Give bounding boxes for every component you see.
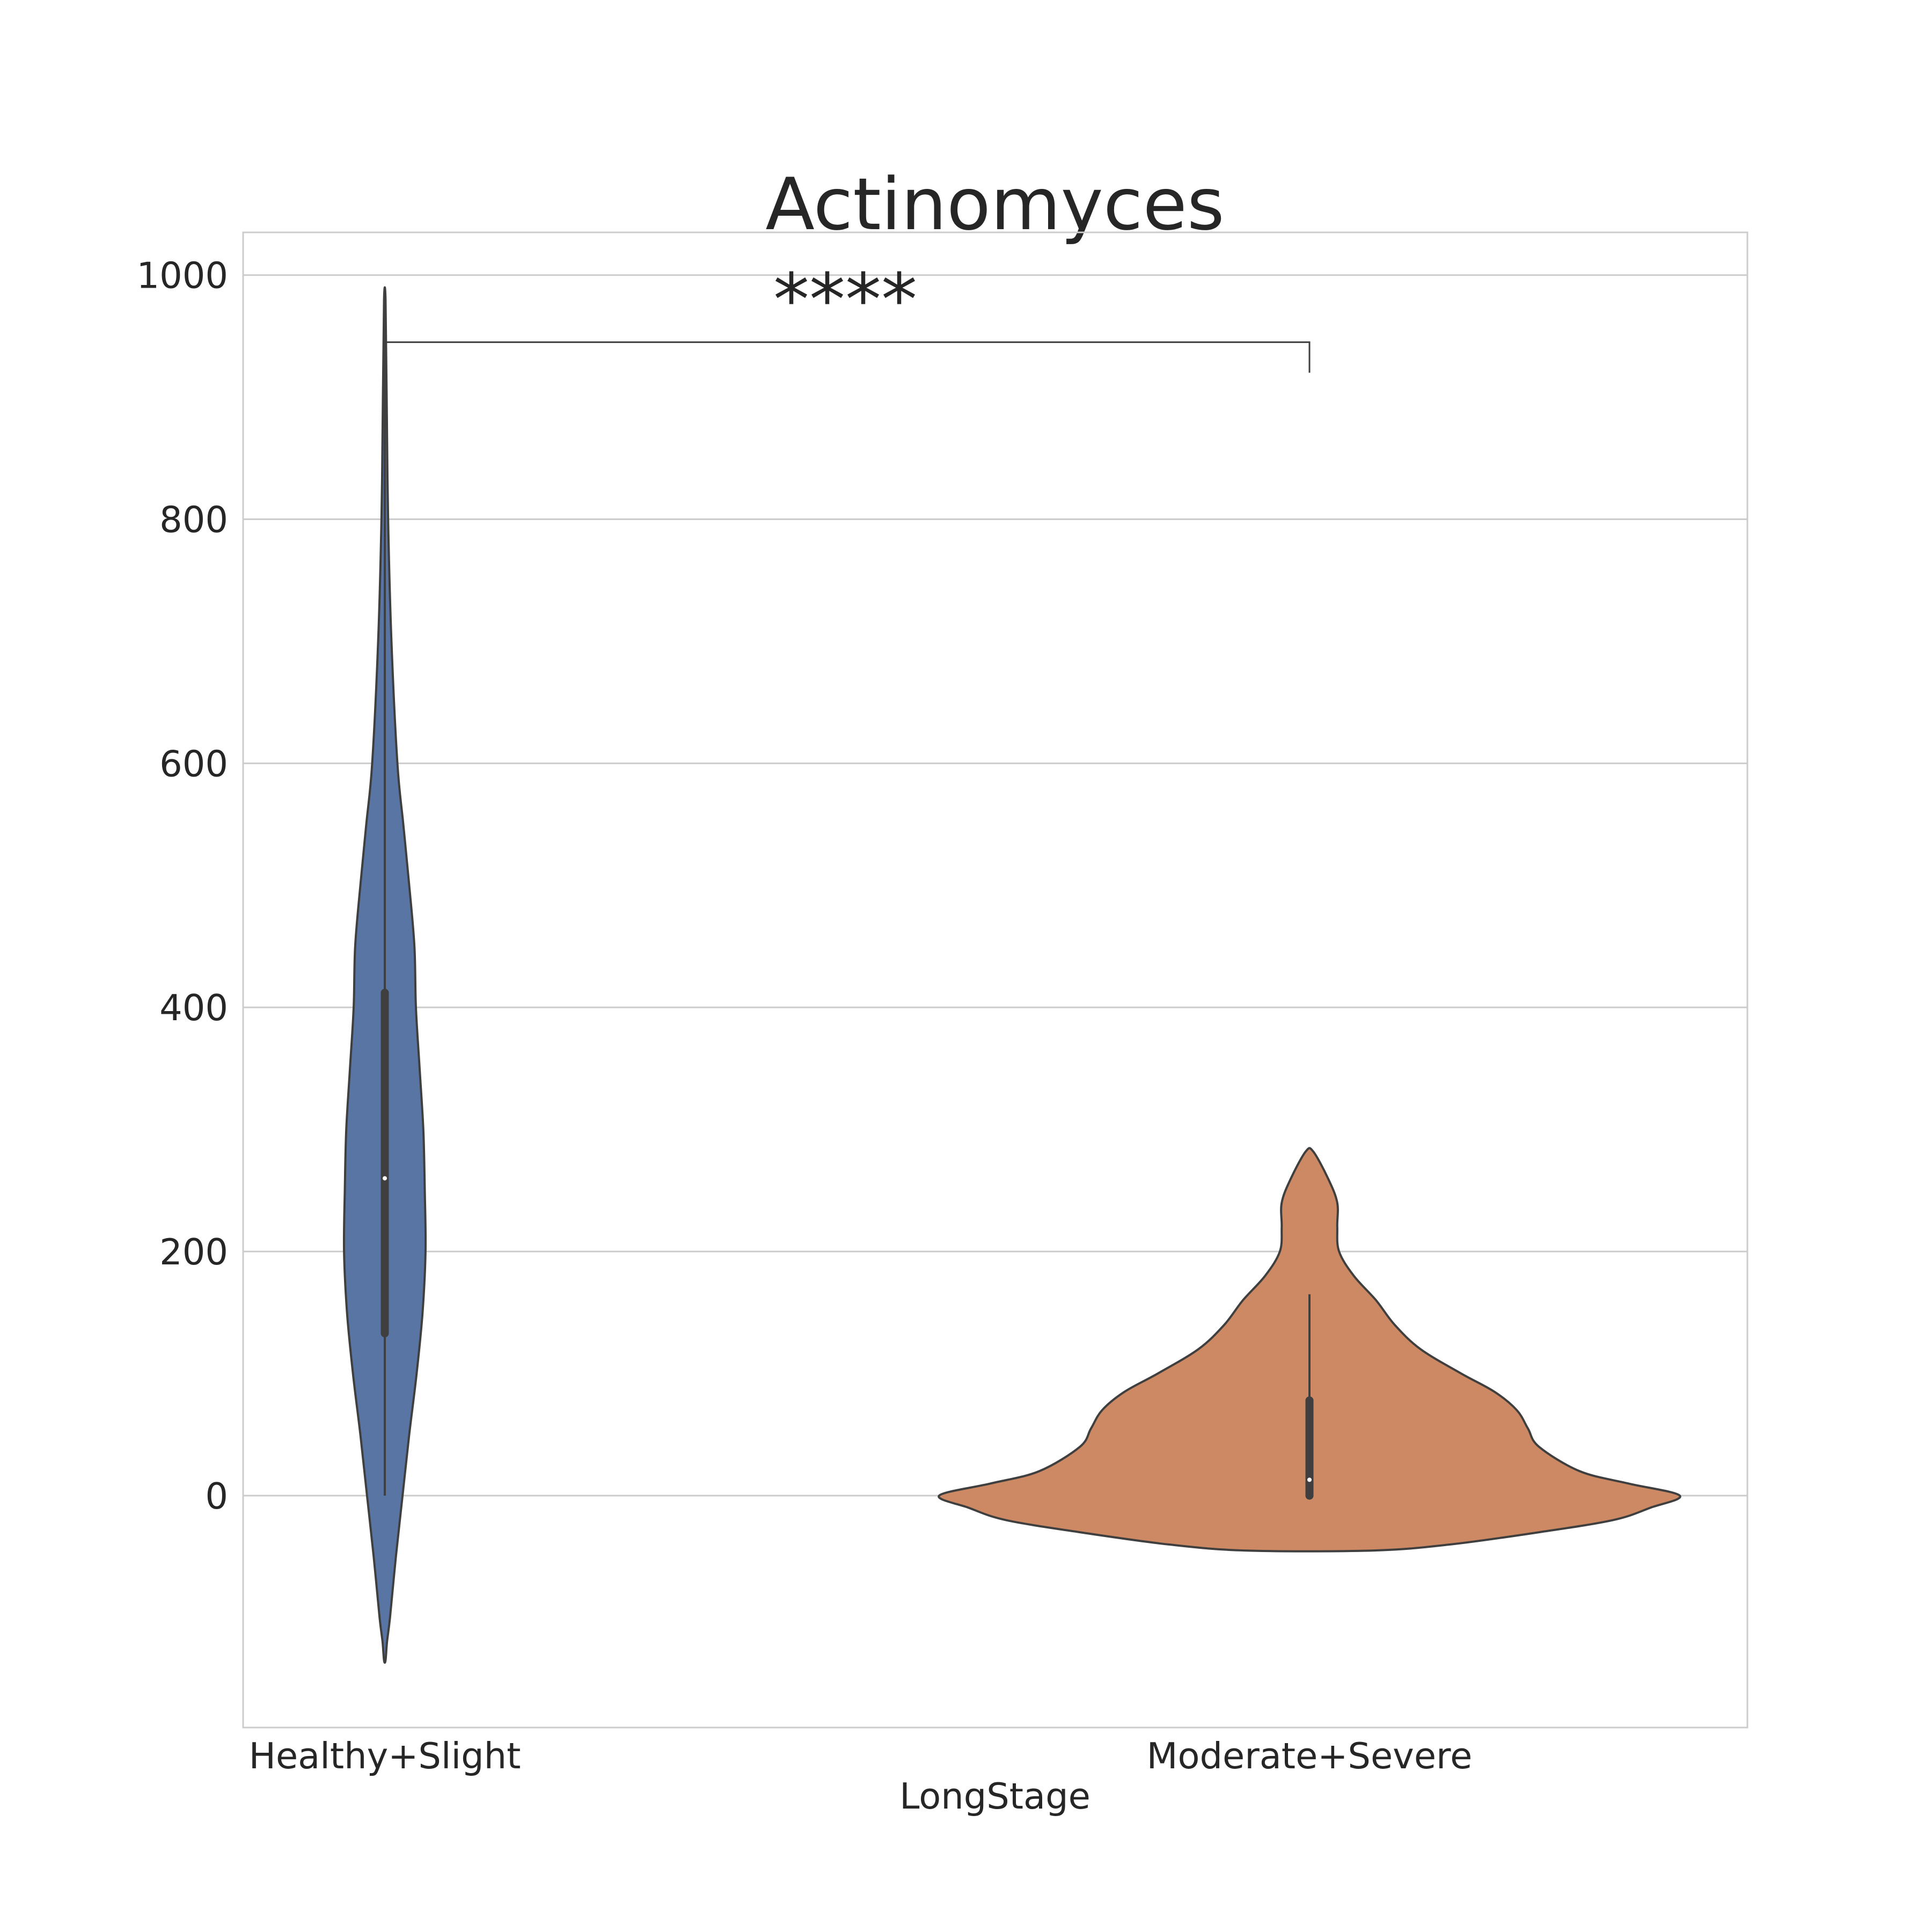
significance-bracket [385, 341, 1311, 373]
violins [342, 286, 1681, 1664]
y-tick-label: 1000 [136, 255, 228, 297]
axis-ticks: Healthy+Slight Moderate+Severe 0 200 400 60… [136, 255, 1472, 1777]
x-tick-label: Moderate+Severe [1147, 1735, 1473, 1777]
significance-stars: **** [773, 258, 917, 342]
median-dot [1307, 1477, 1312, 1482]
y-tick-label: 400 [159, 987, 228, 1029]
x-tick-label: Healthy+Slight [249, 1735, 521, 1777]
significance-annotation: **** [385, 258, 1311, 373]
plot-frame [242, 231, 1748, 1729]
x-axis-label: LongStage [899, 1775, 1091, 1817]
y-tick-label: 0 [205, 1475, 228, 1517]
y-tick-label: 200 [159, 1231, 228, 1273]
y-tick-label: 800 [159, 499, 228, 540]
median-dot [383, 1176, 387, 1181]
chart-title: Actinomyces [765, 163, 1224, 246]
y-tick-label: 600 [159, 743, 228, 785]
grid-lines [243, 274, 1747, 1497]
